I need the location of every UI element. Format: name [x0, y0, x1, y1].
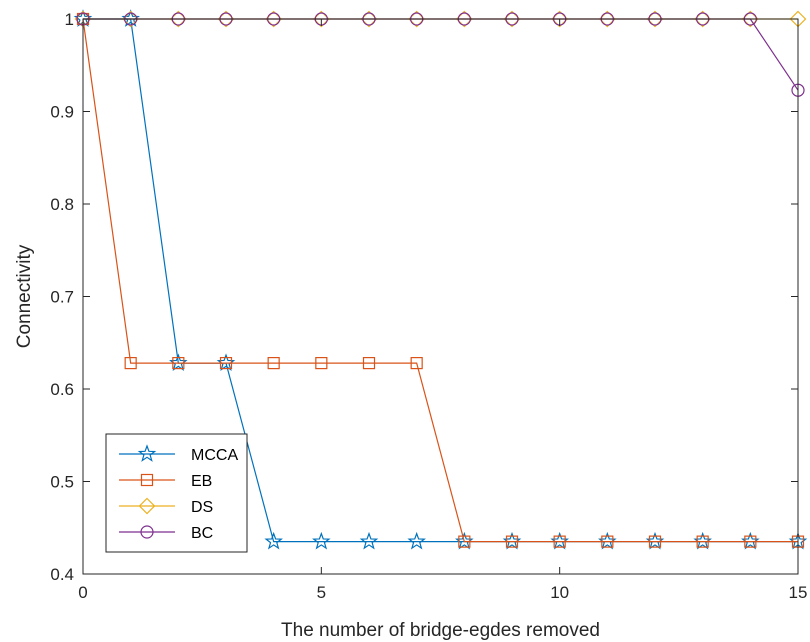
data-point-mcca	[407, 531, 426, 550]
y-tick-label: 0.8	[50, 195, 74, 214]
data-point-eb	[601, 535, 614, 548]
series-line-eb	[82, 18, 798, 543]
x-axis-title: The number of bridge-egdes removed	[281, 620, 600, 641]
legend: MCCA EB DS BC	[105, 433, 248, 553]
data-point-mcca	[264, 531, 283, 550]
data-point-eb	[505, 535, 519, 548]
y-tick-label: 0.5	[50, 473, 74, 492]
y-tick-label: 0.6	[50, 380, 74, 399]
data-point-eb	[124, 357, 137, 370]
x-tick-label: 15	[789, 583, 808, 602]
data-point-eb	[219, 357, 233, 370]
x-tick-label: 10	[550, 583, 569, 602]
data-point-eb	[696, 535, 709, 548]
data-point-eb	[458, 535, 471, 548]
data-point-eb	[267, 357, 280, 370]
legend-label: BC	[191, 525, 213, 542]
y-axis-title: Connectivity	[14, 244, 35, 348]
data-point-eb	[410, 357, 423, 370]
legend-marker	[138, 497, 156, 515]
series-eb	[76, 12, 805, 548]
y-tick-label: 0.7	[50, 288, 74, 307]
data-point-eb	[315, 357, 328, 370]
x-tick-label: 0	[78, 583, 87, 602]
data-point-eb	[744, 535, 757, 548]
y-tick-label: 0.4	[50, 565, 74, 584]
legend-label: EB	[191, 473, 212, 490]
axes: 0 5 10 15 0.4 0.5 0.6 0.7 0.8 0.9 1	[50, 10, 807, 602]
legend-item-mcca: MCCA	[119, 444, 238, 464]
legend-label: DS	[191, 499, 213, 516]
legend-marker	[140, 473, 154, 487]
legend-marker	[140, 525, 154, 539]
legend-item-ds: DS	[119, 497, 213, 516]
data-point-mcca	[359, 531, 379, 550]
data-point-mcca	[312, 531, 331, 550]
legend-marker	[137, 444, 157, 462]
legend-item-eb: EB	[119, 473, 212, 490]
y-tick-label: 1	[65, 10, 74, 29]
data-point-eb	[362, 357, 376, 370]
data-point-eb	[172, 357, 185, 370]
data-point-eb	[553, 535, 566, 548]
legend-item-bc: BC	[119, 525, 213, 542]
x-tick-label: 5	[317, 583, 326, 602]
y-tick-label: 0.9	[50, 103, 74, 122]
data-point-eb	[648, 535, 662, 548]
legend-label: MCCA	[191, 447, 238, 464]
